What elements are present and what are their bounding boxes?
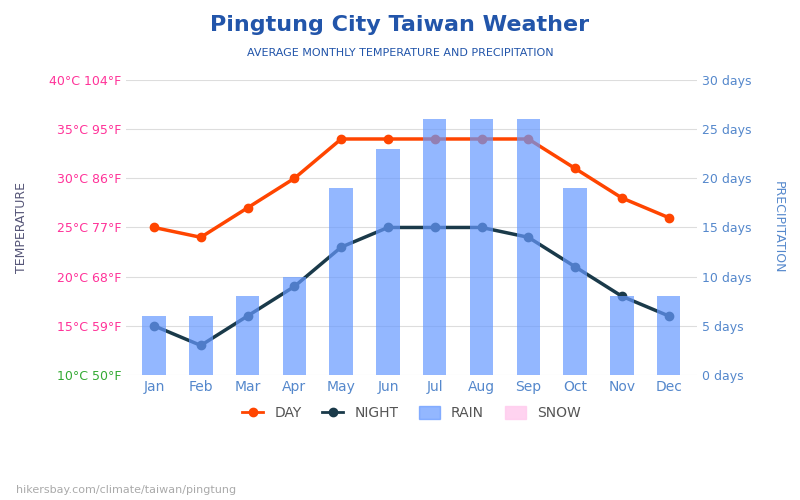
Y-axis label: PRECIPITATION: PRECIPITATION — [772, 181, 785, 274]
Bar — [282, 276, 306, 375]
Bar — [423, 120, 446, 375]
Bar — [189, 316, 213, 375]
Text: AVERAGE MONTHLY TEMPERATURE AND PRECIPITATION: AVERAGE MONTHLY TEMPERATURE AND PRECIPIT… — [246, 48, 554, 58]
Bar — [610, 296, 634, 375]
Bar — [376, 149, 400, 375]
Bar — [517, 120, 540, 375]
Legend: DAY, NIGHT, RAIN, SNOW: DAY, NIGHT, RAIN, SNOW — [235, 399, 587, 427]
Bar — [236, 296, 259, 375]
Y-axis label: TEMPERATURE: TEMPERATURE — [15, 182, 28, 273]
Text: hikersbay.com/climate/taiwan/pingtung: hikersbay.com/climate/taiwan/pingtung — [16, 485, 236, 495]
Bar — [470, 120, 494, 375]
Bar — [142, 316, 166, 375]
Bar — [563, 188, 587, 375]
Bar — [330, 188, 353, 375]
Bar — [657, 296, 681, 375]
Text: Pingtung City Taiwan Weather: Pingtung City Taiwan Weather — [210, 15, 590, 35]
